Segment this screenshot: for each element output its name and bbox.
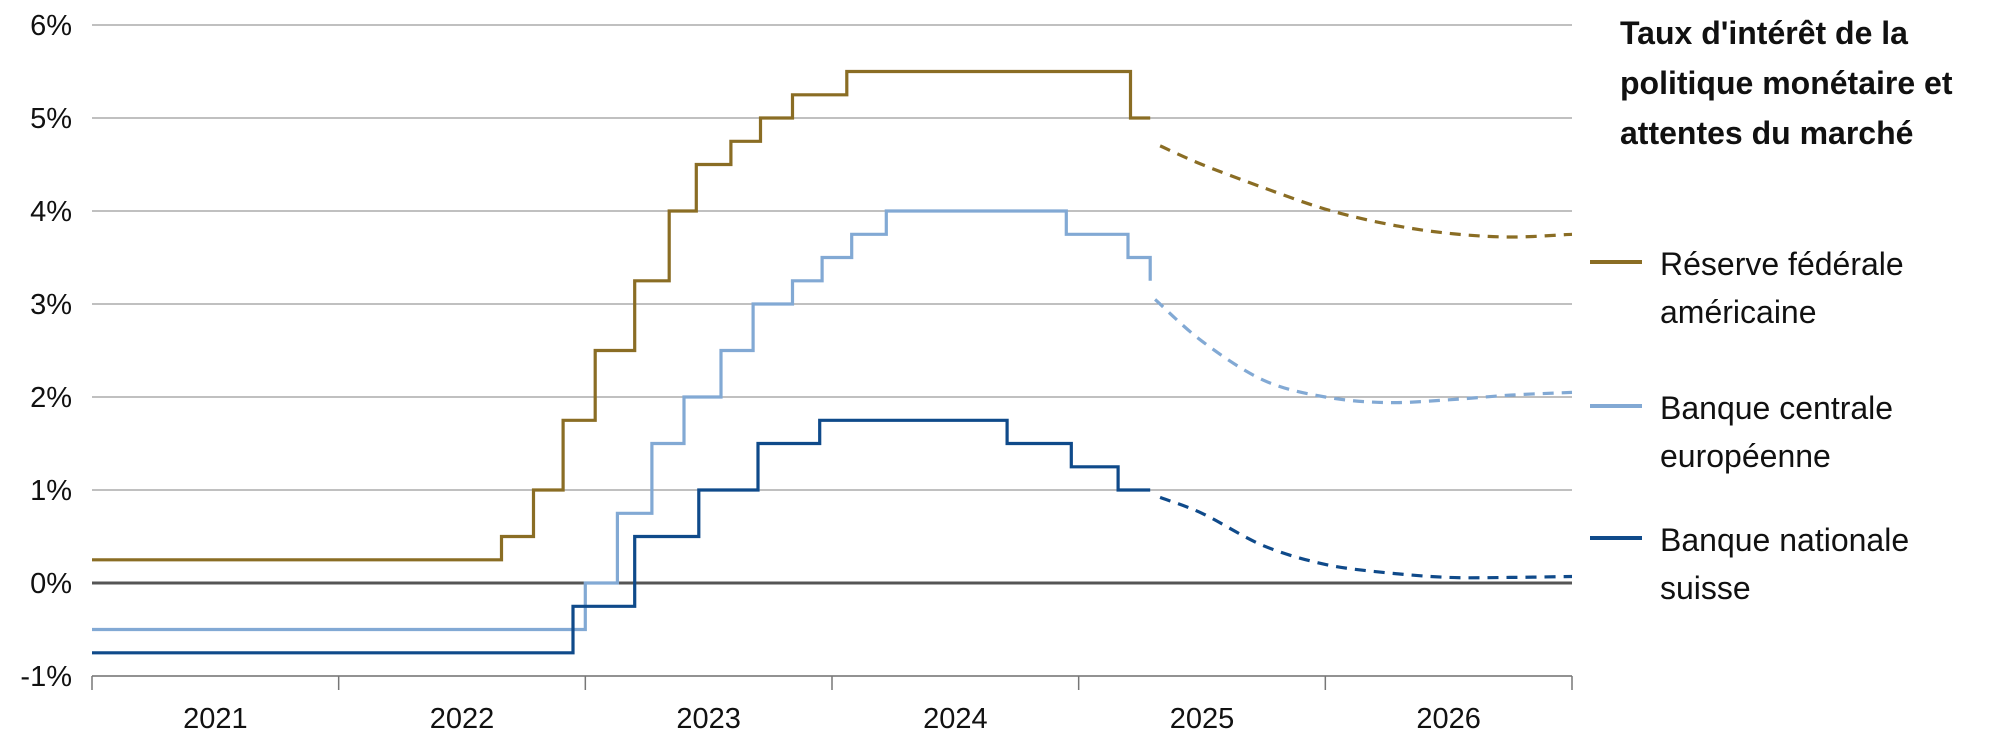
x-tick-label: 2026 [1416,703,1481,735]
y-tick-label: 3% [30,289,72,321]
series-line-2 [92,209,1152,632]
legend-label-ecb: Banque centrale européenne [1660,384,1990,480]
y-tick-label: 6% [30,10,72,42]
legend-label-ecb-line1: Banque centrale [1660,390,1894,426]
y-tick-label: 1% [30,475,72,507]
series-line-5-expectation [1159,495,1573,580]
y-axis-tick-labels: -1% 0% 1% 2% 3% 4% 5% 6% [20,10,72,693]
gridlines [92,24,1572,677]
y-tick-label: 2% [30,382,72,414]
legend-swatch-ecb [1590,404,1642,408]
legend-title: Taux d'intérêt de la politique monétaire… [1620,15,1953,151]
y-tick-label: 5% [30,103,72,135]
series-line-4 [92,418,1151,655]
legend-label-fed-line2: américaine [1660,294,1817,330]
x-tick-label: 2021 [183,703,248,735]
legend-label-fed-line1: Réserve fédérale [1660,246,1904,282]
y-tick-label: -1% [20,661,72,693]
legend-label-fed: Réserve fédérale américaine [1660,240,1990,336]
y-tick-label: 0% [30,568,72,600]
series-line-1-expectation [1159,144,1573,239]
legend-label-snb-line2: suisse [1660,570,1751,606]
legend-label-snb-line1: Banque nationale [1660,522,1910,558]
x-axis: 2021 2022 2023 2024 2025 2026 [91,675,1573,735]
x-tick-label: 2025 [1170,703,1235,735]
x-tick-label: 2022 [430,703,495,735]
series-line-3-expectation [1154,298,1573,405]
legend-label-snb: Banque nationale suisse [1660,516,1990,612]
series-lines [92,69,1573,655]
legend-swatch-fed [1590,260,1642,264]
legend-swatch-snb [1590,536,1642,540]
series-line-0 [92,69,1151,562]
x-tick-label: 2023 [676,703,741,735]
x-tick-label: 2024 [923,703,988,735]
y-tick-label: 4% [30,196,72,228]
legend-label-ecb-line2: européenne [1660,438,1831,474]
